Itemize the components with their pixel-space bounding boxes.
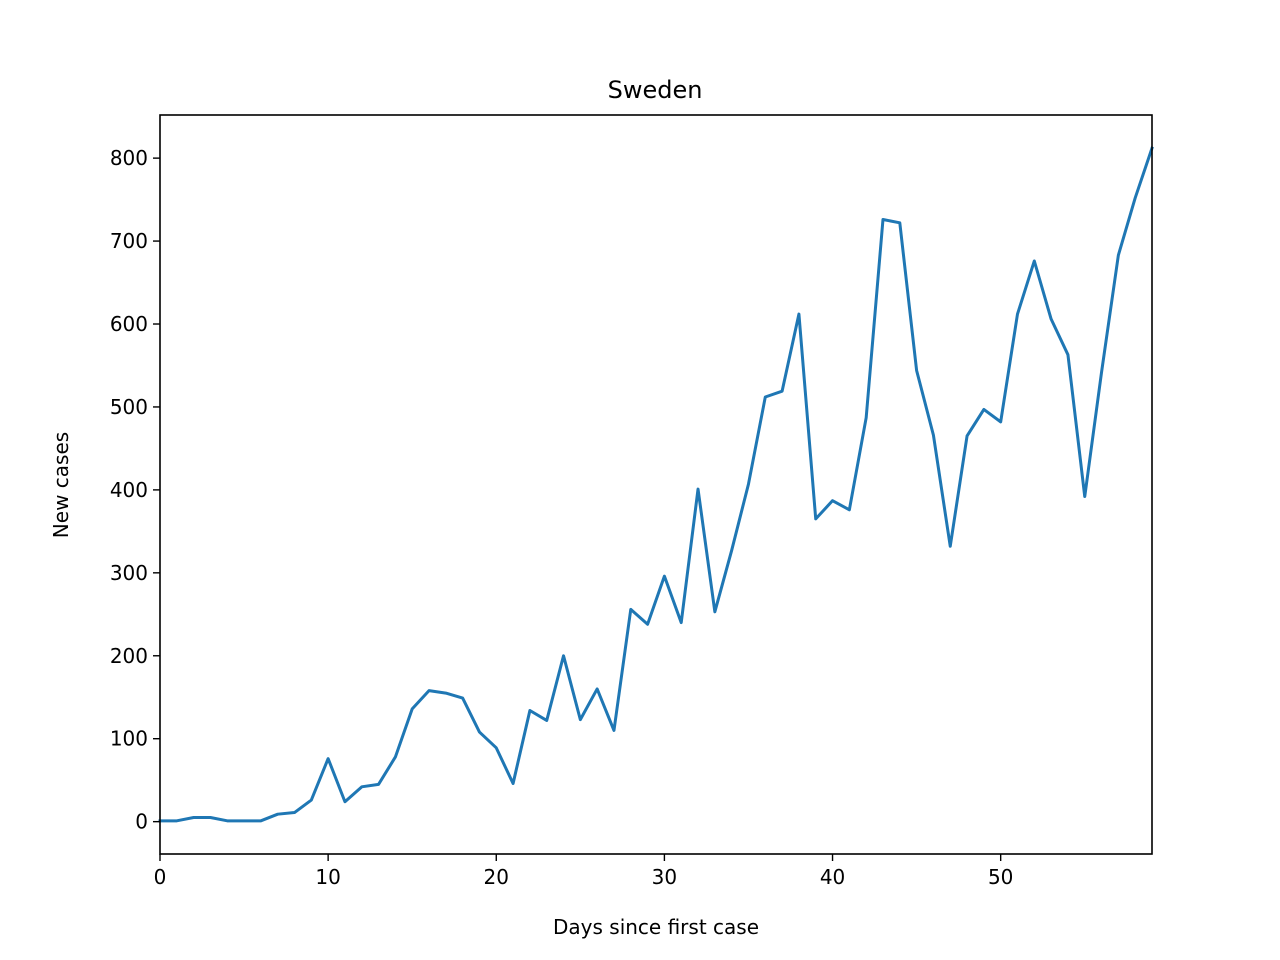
x-tick-label: 20 — [484, 865, 509, 889]
series-layer — [158, 146, 1154, 823]
plot-frame — [159, 114, 1153, 855]
y-axis: 0 100 200 300 400 500 600 700 800 — [110, 146, 160, 834]
y-tick-label: 400 — [110, 478, 148, 502]
y-tick-label: 200 — [110, 644, 148, 668]
y-tick-label: 500 — [110, 395, 148, 419]
x-axis-label: Days since first case — [553, 915, 759, 939]
series-line-0 — [158, 146, 1154, 823]
chart-title: Sweden — [608, 76, 703, 104]
y-tick-label: 300 — [110, 561, 148, 585]
y-tick-label: 800 — [110, 146, 148, 170]
y-tick-label: 600 — [110, 312, 148, 336]
x-tick-label: 0 — [154, 865, 167, 889]
x-tick-label: 50 — [988, 865, 1013, 889]
y-tick-label: 100 — [110, 727, 148, 751]
y-tick-label: 0 — [135, 810, 148, 834]
x-axis: 0 10 20 30 40 50 — [154, 854, 1013, 889]
x-tick-label: 40 — [820, 865, 845, 889]
y-axis-label: New cases — [49, 432, 73, 538]
x-tick-label: 10 — [315, 865, 340, 889]
y-tick-label: 700 — [110, 229, 148, 253]
x-tick-label: 30 — [652, 865, 677, 889]
